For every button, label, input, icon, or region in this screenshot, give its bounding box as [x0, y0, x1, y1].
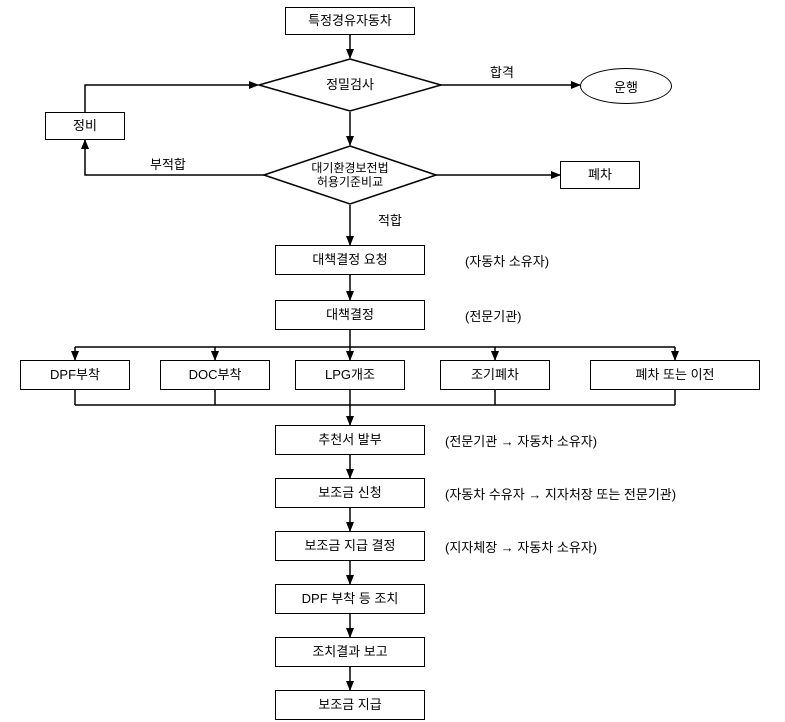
node-decide-label: 대책결정 [326, 307, 374, 323]
node-scrap-label: 폐차 [588, 167, 612, 183]
node-rec-label: 추천서 발부 [318, 432, 381, 448]
node-grant-label: 보조금 지급 결정 [305, 538, 396, 554]
note-decide: (전문기관) [465, 306, 522, 325]
node-opt2: DOC부착 [160, 360, 270, 390]
note-grant: (지자체장 → 자동차 소유자) [445, 537, 597, 556]
node-repair: 정비 [45, 112, 125, 140]
label-ok: 적합 [378, 210, 402, 229]
node-opt1: DPF부착 [20, 360, 130, 390]
node-pay: 보조금 지급 [275, 690, 425, 720]
node-run-label: 운행 [614, 77, 638, 96]
label-fail: 부적합 [150, 154, 186, 173]
node-req-label: 대책결정 요청 [312, 252, 387, 268]
node-grant: 보조금 지급 결정 [275, 531, 425, 561]
node-action-label: DPF 부착 등 조치 [302, 591, 399, 607]
node-opt3: LPG개조 [295, 360, 405, 390]
node-opt5-label: 폐차 또는 이전 [636, 367, 715, 383]
node-compare: 대기환경보전법허용기준비교 [263, 145, 437, 205]
label-pass: 합격 [490, 62, 514, 81]
node-start-label: 특정경유자동차 [308, 13, 392, 29]
node-opt1-label: DPF부착 [50, 367, 100, 383]
node-apply-label: 보조금 신청 [318, 485, 381, 501]
node-opt2-label: DOC부착 [189, 367, 242, 383]
node-run: 운행 [580, 68, 672, 104]
node-opt4-label: 조기폐차 [471, 367, 519, 383]
note-req: (자동차 소유자) [465, 251, 549, 270]
node-scrap: 폐차 [560, 161, 640, 189]
node-report-label: 조치결과 보고 [312, 644, 387, 660]
node-start: 특정경유자동차 [285, 7, 415, 35]
node-rec: 추천서 발부 [275, 425, 425, 455]
node-opt4: 조기폐차 [440, 360, 550, 390]
node-report: 조치결과 보고 [275, 637, 425, 667]
node-apply: 보조금 신청 [275, 478, 425, 508]
node-action: DPF 부착 등 조치 [275, 584, 425, 614]
node-repair-label: 정비 [73, 118, 97, 134]
note-apply: (자동차 수유자 → 지자처장 또는 전문기관) [445, 484, 676, 503]
node-compare-label: 대기환경보전법허용기준비교 [311, 161, 388, 190]
node-inspect: 정밀검사 [258, 58, 442, 112]
node-pay-label: 보조금 지급 [318, 697, 381, 713]
node-req: 대책결정 요청 [275, 245, 425, 275]
node-opt5: 폐차 또는 이전 [590, 360, 760, 390]
node-inspect-label: 정밀검사 [326, 77, 374, 93]
node-decide: 대책결정 [275, 300, 425, 330]
node-opt3-label: LPG개조 [325, 367, 375, 383]
note-rec: (전문기관 → 자동차 소유자) [445, 431, 597, 450]
